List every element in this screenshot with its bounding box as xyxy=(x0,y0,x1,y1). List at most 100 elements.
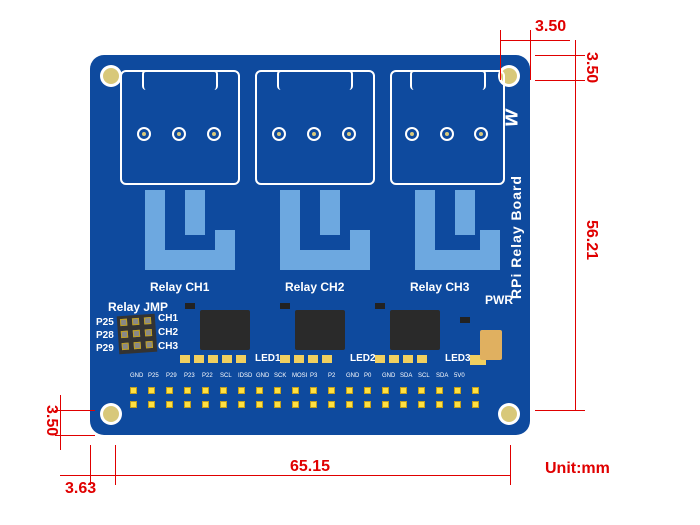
trace xyxy=(480,230,500,270)
dim-line xyxy=(535,55,585,56)
trace xyxy=(320,190,340,235)
dim-line xyxy=(510,445,511,485)
relay-3-top xyxy=(410,70,486,90)
gpio-pin xyxy=(256,387,263,394)
gpio-pin xyxy=(346,387,353,394)
relay-2-pad xyxy=(272,127,286,141)
relay-ch3-label: Relay CH3 xyxy=(410,280,469,294)
dim-top-x: 3.50 xyxy=(535,18,566,36)
gpio-pin xyxy=(364,387,371,394)
smd-row xyxy=(180,355,500,367)
gpio-pin xyxy=(184,387,191,394)
gpio-pin xyxy=(292,401,299,408)
gpio-label: P0 xyxy=(364,373,371,379)
gpio-pin xyxy=(472,387,479,394)
gpio-pin xyxy=(130,387,137,394)
dim-bl-x: 3.63 xyxy=(65,480,96,498)
gpio-label: P3 xyxy=(310,373,317,379)
waveshare-logo: w xyxy=(498,109,524,126)
trace xyxy=(350,230,370,270)
gpio-pin xyxy=(148,387,155,394)
gpio-pin xyxy=(238,401,245,408)
gpio-label: SCK xyxy=(274,373,286,379)
gpio-label: GND xyxy=(346,373,359,379)
dim-line xyxy=(500,30,501,80)
gpio-pin xyxy=(256,401,263,408)
gpio-label: P23 xyxy=(184,373,195,379)
gpio-label: SCL xyxy=(220,373,232,379)
trace xyxy=(185,190,205,235)
gpio-pin xyxy=(346,401,353,408)
jmp-ch3: CH3 xyxy=(158,341,178,352)
unit-label: Unit:mm xyxy=(545,460,610,478)
jmp-p25: P25 xyxy=(96,317,114,328)
diode xyxy=(185,303,195,309)
mounting-hole-br xyxy=(498,403,520,425)
gpio-pin xyxy=(382,387,389,394)
gpio-pin xyxy=(400,387,407,394)
diagram-canvas: Relay CH1 Relay CH2 Relay CH3 Relay JMP … xyxy=(0,0,700,525)
gpio-label: SDA xyxy=(436,373,448,379)
gpio-pin xyxy=(310,401,317,408)
gpio-pin xyxy=(220,401,227,408)
dim-line xyxy=(60,475,115,476)
diode xyxy=(375,303,385,309)
gpio-label: GND xyxy=(130,373,143,379)
gpio-pin xyxy=(436,401,443,408)
relay-2 xyxy=(255,70,375,185)
gpio-pin xyxy=(472,401,479,408)
dim-line xyxy=(530,30,531,80)
mounting-hole-bl xyxy=(100,403,122,425)
gpio-pin xyxy=(166,401,173,408)
gpio-pin xyxy=(364,401,371,408)
relay-2-top xyxy=(277,70,353,90)
trace xyxy=(415,190,435,250)
gpio-label: P22 xyxy=(202,373,213,379)
relay-3-pad xyxy=(405,127,419,141)
relay-ch1-label: Relay CH1 xyxy=(150,280,209,294)
relay-2-pad xyxy=(342,127,356,141)
gpio-pin xyxy=(418,387,425,394)
dim-line xyxy=(60,395,61,450)
driver-chip-3 xyxy=(390,310,440,350)
dim-line xyxy=(535,80,585,81)
gpio-pin xyxy=(310,387,317,394)
jmp-p28: P28 xyxy=(96,330,114,341)
gpio-pin xyxy=(202,387,209,394)
dim-line xyxy=(500,40,570,41)
diode xyxy=(460,317,470,323)
relay-jmp-label: Relay JMP xyxy=(108,300,168,314)
relay-ch2-label: Relay CH2 xyxy=(285,280,344,294)
jmp-p29: P29 xyxy=(96,343,114,354)
gpio-pin xyxy=(328,401,335,408)
gpio-pin xyxy=(328,387,335,394)
trace xyxy=(215,230,235,270)
gpio-pin xyxy=(202,401,209,408)
gpio-labels-top: GNDP25P29P23P22SCLIDSDGNDSCKMOSIP3P2GNDP… xyxy=(130,373,490,383)
gpio-label: GND xyxy=(256,373,269,379)
gpio-label: P29 xyxy=(166,373,177,379)
capacitor xyxy=(480,330,502,360)
dim-bl-y: 3.50 xyxy=(42,405,60,436)
dim-line xyxy=(575,80,576,410)
relay-3-pad xyxy=(440,127,454,141)
trace xyxy=(280,190,300,250)
pcb-board: Relay CH1 Relay CH2 Relay CH3 Relay JMP … xyxy=(90,55,530,435)
relay-3-pad xyxy=(474,127,488,141)
gpio-pin xyxy=(274,387,281,394)
relay-1-pad xyxy=(137,127,151,141)
gpio-pin xyxy=(274,401,281,408)
gpio-pin xyxy=(238,387,245,394)
relay-1-top xyxy=(142,70,218,90)
dim-line xyxy=(55,410,95,411)
gpio-label: IDSD xyxy=(238,373,252,379)
dim-line xyxy=(90,445,91,485)
trace xyxy=(145,190,165,250)
mounting-hole-tl xyxy=(100,65,122,87)
jmp-ch2: CH2 xyxy=(158,327,178,338)
relay-1-pad xyxy=(207,127,221,141)
dim-line xyxy=(115,445,116,485)
relay-1 xyxy=(120,70,240,185)
gpio-label: SDA xyxy=(400,373,412,379)
trace xyxy=(455,190,475,235)
